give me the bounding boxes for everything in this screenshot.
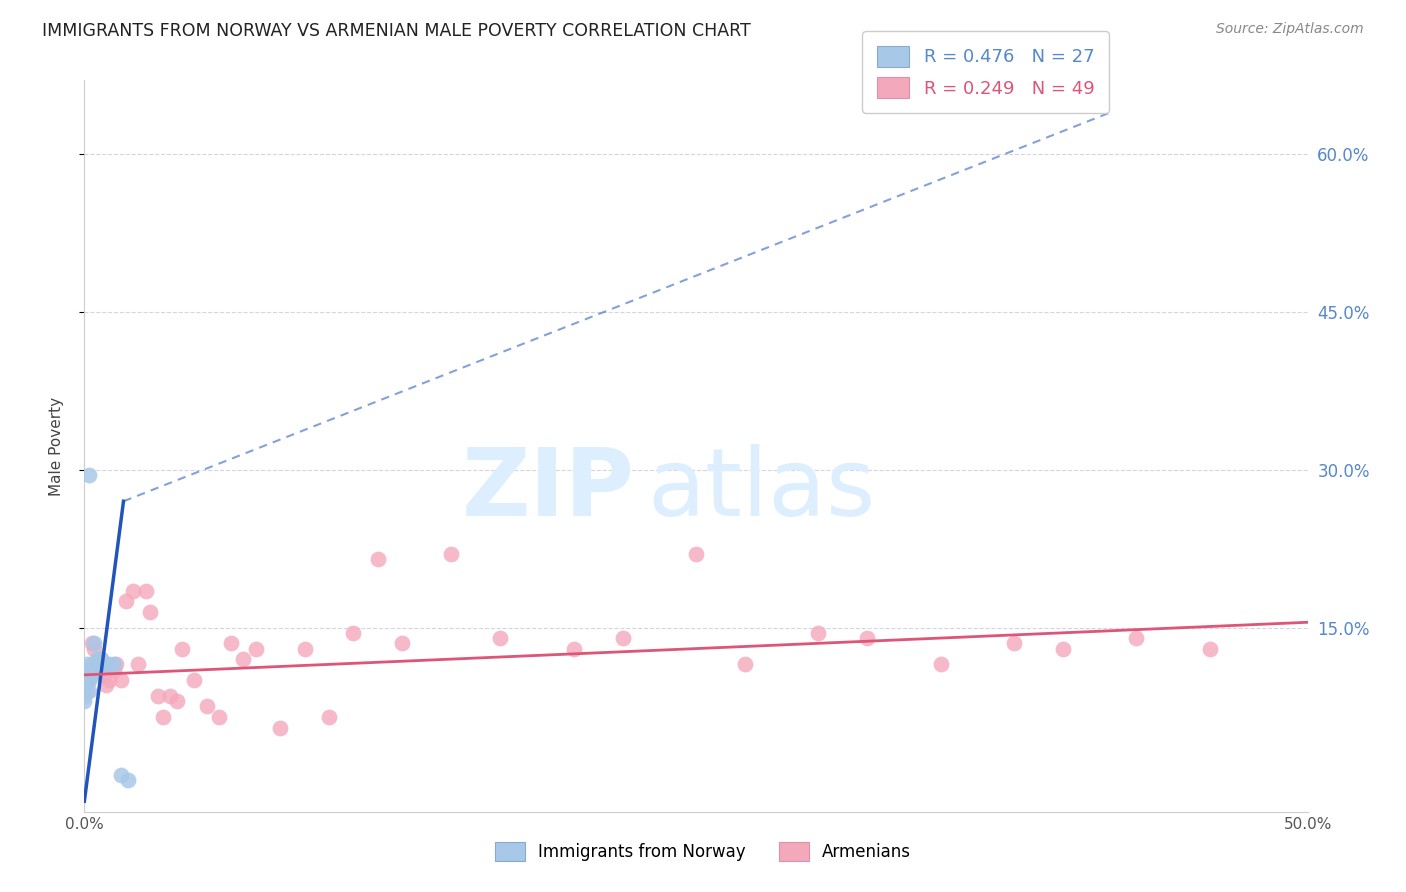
Point: [96, 657, 118, 672]
Point: [342, 625, 364, 640]
Text: ZIP: ZIP: [463, 444, 636, 536]
Point: [77, 683, 100, 698]
Point: [86, 652, 108, 666]
Point: [77, 673, 100, 688]
Point: [612, 631, 634, 645]
Point: [110, 673, 132, 688]
Point: [80, 657, 103, 672]
Point: [73, 678, 96, 692]
Point: [87, 657, 110, 672]
Point: [73, 694, 96, 708]
Point: [135, 583, 157, 598]
Y-axis label: Male Poverty: Male Poverty: [49, 396, 63, 496]
Point: [1125, 631, 1147, 645]
Point: [195, 699, 218, 714]
Point: [103, 663, 125, 677]
Point: [80, 636, 103, 650]
Point: [1002, 636, 1025, 650]
Point: [77, 467, 100, 482]
Point: [489, 631, 512, 645]
Point: [318, 710, 340, 724]
Point: [83, 641, 105, 656]
Point: [269, 721, 291, 735]
Point: [245, 641, 267, 656]
Point: [159, 689, 181, 703]
Point: [367, 552, 389, 566]
Point: [807, 625, 830, 640]
Point: [86, 657, 108, 672]
Text: IMMIGRANTS FROM NORWAY VS ARMENIAN MALE POVERTY CORRELATION CHART: IMMIGRANTS FROM NORWAY VS ARMENIAN MALE …: [42, 22, 751, 40]
Point: [152, 710, 174, 724]
Point: [86, 657, 108, 672]
Point: [391, 636, 413, 650]
Point: [73, 689, 96, 703]
Legend: R = 0.476   N = 27, R = 0.249   N = 49: R = 0.476 N = 27, R = 0.249 N = 49: [862, 31, 1109, 112]
Point: [105, 657, 128, 672]
Point: [76, 657, 98, 672]
Point: [172, 641, 194, 656]
Point: [103, 657, 125, 672]
Point: [562, 641, 585, 656]
Point: [97, 657, 120, 672]
Point: [76, 673, 98, 688]
Point: [76, 673, 98, 688]
Point: [73, 683, 96, 698]
Point: [146, 689, 169, 703]
Point: [77, 673, 100, 688]
Point: [929, 657, 952, 672]
Point: [294, 641, 316, 656]
Point: [73, 668, 96, 682]
Point: [856, 631, 879, 645]
Point: [80, 663, 103, 677]
Point: [232, 652, 254, 666]
Point: [97, 673, 120, 688]
Point: [90, 652, 112, 666]
Point: [440, 547, 463, 561]
Point: [83, 636, 105, 650]
Point: [93, 657, 115, 672]
Text: Source: ZipAtlas.com: Source: ZipAtlas.com: [1216, 22, 1364, 37]
Legend: Immigrants from Norway, Armenians: Immigrants from Norway, Armenians: [481, 829, 925, 875]
Point: [96, 678, 118, 692]
Point: [1052, 641, 1074, 656]
Point: [139, 605, 162, 619]
Point: [734, 657, 756, 672]
Point: [685, 547, 707, 561]
Point: [183, 673, 205, 688]
Point: [80, 668, 103, 682]
Point: [87, 652, 110, 666]
Point: [219, 636, 242, 650]
Point: [208, 710, 231, 724]
Point: [77, 668, 100, 682]
Point: [122, 583, 145, 598]
Text: atlas: atlas: [647, 444, 876, 536]
Point: [76, 663, 98, 677]
Point: [127, 657, 149, 672]
Point: [90, 652, 112, 666]
Point: [117, 773, 139, 788]
Point: [166, 694, 188, 708]
Point: [93, 668, 115, 682]
Point: [83, 663, 105, 677]
Point: [76, 683, 98, 698]
Point: [110, 768, 132, 782]
Point: [115, 594, 138, 608]
Point: [1198, 641, 1220, 656]
